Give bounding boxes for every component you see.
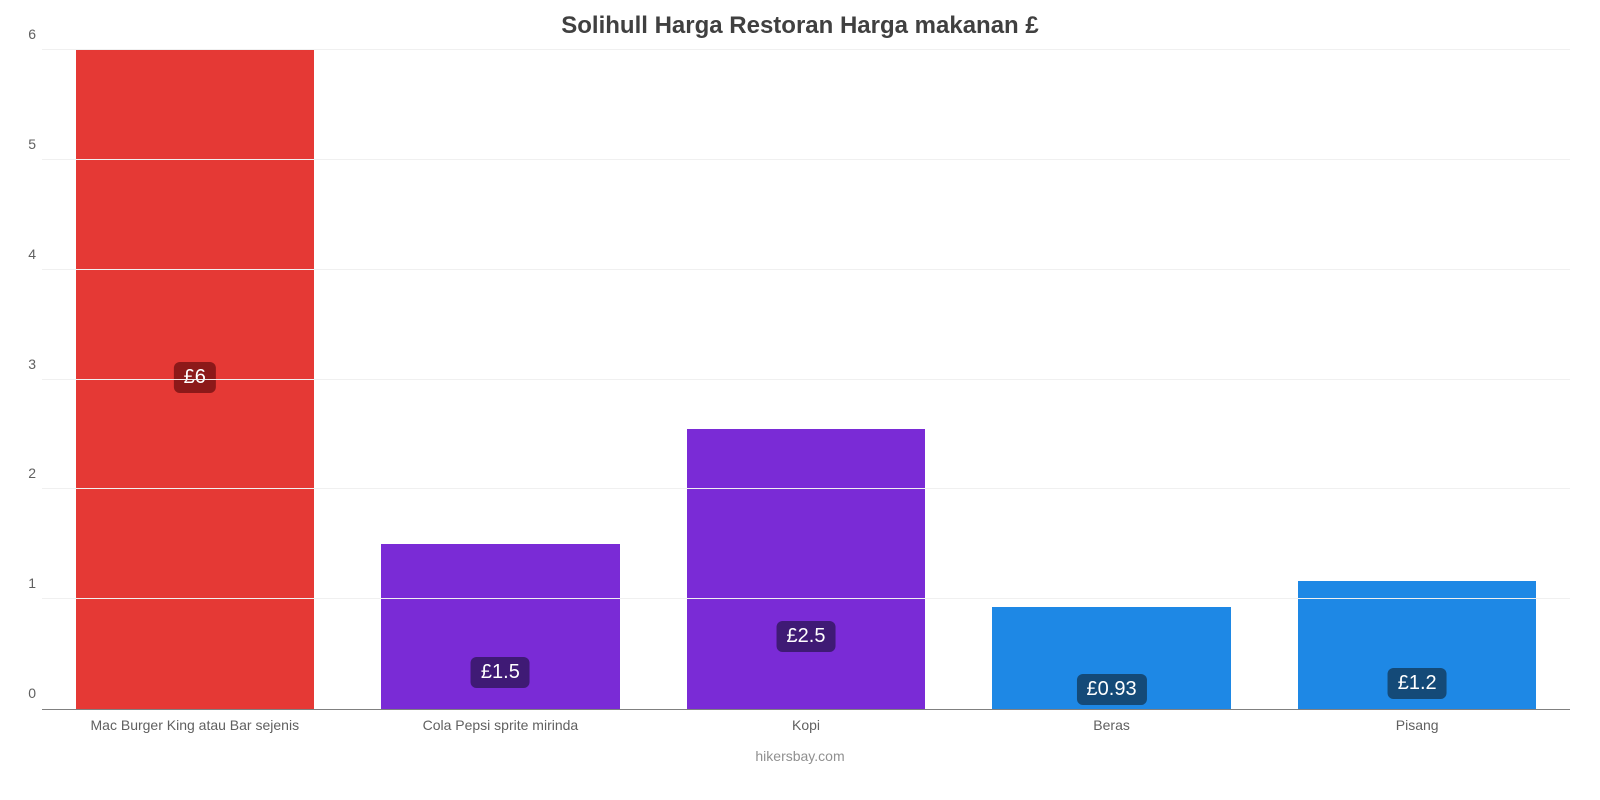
value-badge: £1.2	[1388, 668, 1447, 699]
y-tick-label: 1	[10, 575, 36, 591]
y-tick-label: 5	[10, 136, 36, 152]
gridline	[42, 488, 1570, 489]
bar: £0.93	[992, 607, 1230, 709]
bar: £1.5	[381, 544, 619, 709]
gridline	[42, 159, 1570, 160]
chart-container: Solihull Harga Restoran Harga makanan £ …	[0, 0, 1600, 800]
bar: £6	[76, 50, 314, 709]
chart-title: Solihull Harga Restoran Harga makanan £	[0, 12, 1600, 40]
x-tick-label: Cola Pepsi sprite mirinda	[423, 717, 579, 733]
y-tick-label: 2	[10, 465, 36, 481]
bar: £2.5	[687, 429, 925, 709]
x-tick-label: Beras	[1093, 717, 1130, 733]
gridline	[42, 49, 1570, 50]
y-tick-label: 3	[10, 356, 36, 372]
gridline	[42, 269, 1570, 270]
value-badge: £6	[174, 362, 216, 393]
bar: £1.2	[1298, 581, 1536, 710]
x-tick-label: Pisang	[1396, 717, 1439, 733]
bars-layer: £6 £1.5 £2.5 £0.93 £1.2	[42, 50, 1570, 709]
value-badge: £0.93	[1077, 674, 1147, 705]
y-tick-label: 6	[10, 26, 36, 42]
source-label: hikersbay.com	[0, 748, 1600, 764]
plot-area: £6£1.5£2.5£0.93£1.2 0123456Mac Burger Ki…	[42, 50, 1570, 710]
x-tick-label: Mac Burger King atau Bar sejenis	[91, 717, 300, 733]
value-badge: £1.5	[471, 657, 530, 688]
x-tick-label: Kopi	[792, 717, 820, 733]
value-badge: £2.5	[777, 621, 836, 652]
gridline	[42, 598, 1570, 599]
y-tick-label: 0	[10, 685, 36, 701]
gridline	[42, 379, 1570, 380]
y-tick-label: 4	[10, 246, 36, 262]
